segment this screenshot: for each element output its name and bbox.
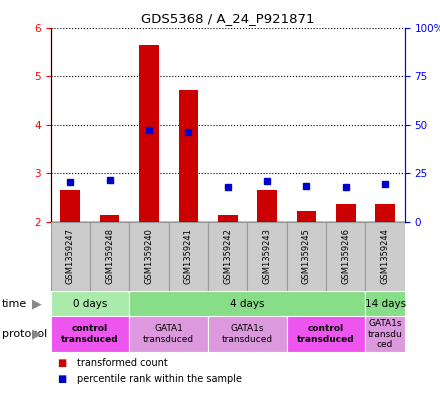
Bar — [257, 191, 277, 222]
Bar — [129, 316, 208, 352]
Text: GATA1s
transduced: GATA1s transduced — [222, 324, 273, 344]
Bar — [287, 316, 366, 352]
Bar — [60, 191, 80, 222]
Bar — [287, 222, 326, 291]
Text: GATA1s
transdu
ced: GATA1s transdu ced — [368, 319, 403, 349]
Text: 4 days: 4 days — [230, 299, 264, 309]
Bar — [366, 291, 405, 316]
Text: GSM1359244: GSM1359244 — [381, 228, 390, 285]
Text: ▶: ▶ — [32, 297, 42, 310]
Text: GATA1
transduced: GATA1 transduced — [143, 324, 194, 344]
Text: GSM1359246: GSM1359246 — [341, 228, 350, 285]
Bar — [129, 222, 169, 291]
Text: time: time — [2, 299, 27, 309]
Bar — [336, 204, 356, 222]
Bar — [51, 291, 129, 316]
Bar — [208, 222, 247, 291]
Text: GSM1359242: GSM1359242 — [223, 228, 232, 285]
Text: ▶: ▶ — [32, 327, 42, 341]
Bar — [90, 222, 129, 291]
Text: GSM1359247: GSM1359247 — [66, 228, 75, 285]
Bar — [375, 204, 395, 222]
Text: percentile rank within the sample: percentile rank within the sample — [77, 374, 242, 384]
Text: GSM1359248: GSM1359248 — [105, 228, 114, 285]
Bar — [366, 222, 405, 291]
Bar — [169, 222, 208, 291]
Bar — [51, 222, 90, 291]
Text: GSM1359240: GSM1359240 — [144, 228, 154, 285]
Text: control
transduced: control transduced — [297, 324, 355, 344]
Bar — [139, 44, 159, 222]
Title: GDS5368 / A_24_P921871: GDS5368 / A_24_P921871 — [141, 12, 315, 25]
Bar — [297, 211, 316, 222]
Text: control
transduced: control transduced — [61, 324, 119, 344]
Text: ■: ■ — [57, 374, 66, 384]
Bar — [218, 215, 238, 222]
Text: ■: ■ — [57, 358, 66, 367]
Bar — [51, 316, 129, 352]
Bar — [100, 215, 120, 222]
Text: transformed count: transformed count — [77, 358, 168, 367]
Bar — [208, 316, 287, 352]
Text: 0 days: 0 days — [73, 299, 107, 309]
Bar — [179, 90, 198, 222]
Bar — [326, 222, 366, 291]
Text: GSM1359245: GSM1359245 — [302, 228, 311, 285]
Bar — [247, 222, 287, 291]
Bar — [129, 291, 366, 316]
Text: GSM1359241: GSM1359241 — [184, 228, 193, 285]
Text: protocol: protocol — [2, 329, 48, 339]
Bar — [366, 316, 405, 352]
Text: GSM1359243: GSM1359243 — [263, 228, 271, 285]
Text: 14 days: 14 days — [365, 299, 406, 309]
